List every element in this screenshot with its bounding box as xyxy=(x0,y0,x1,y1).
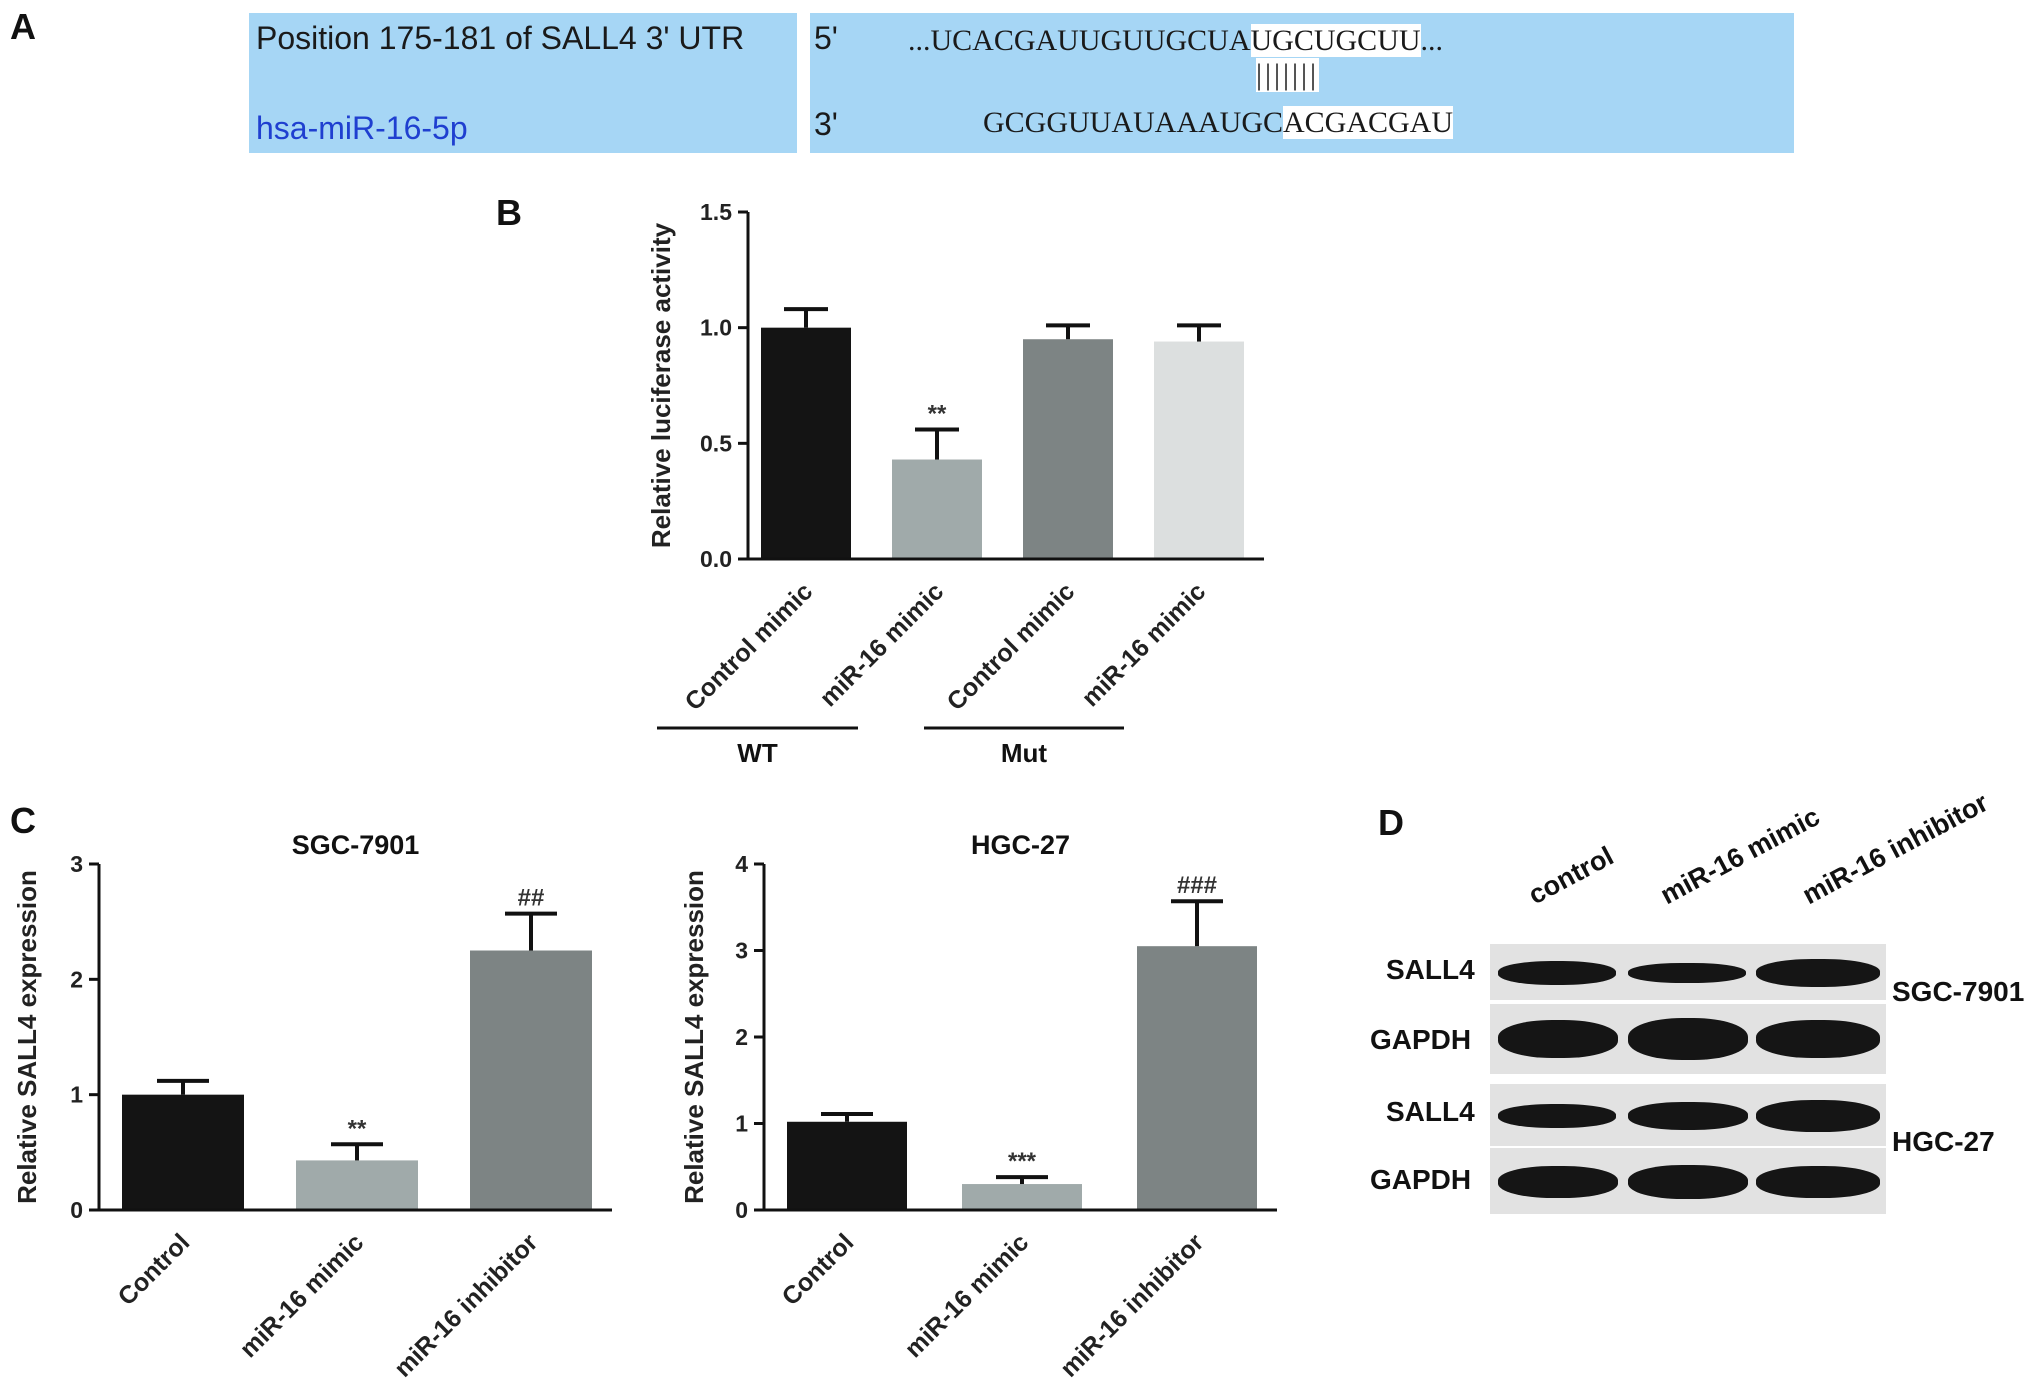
blot-band xyxy=(1756,1166,1880,1198)
chart-bar xyxy=(122,1094,244,1210)
x-tick-label: miR-16 mimic xyxy=(814,577,949,712)
y-tick-label: 0 xyxy=(735,1197,748,1223)
y-axis-label: Relative SALL4 expression xyxy=(679,870,709,1204)
chart-bar xyxy=(470,950,592,1210)
significance-annotation: ### xyxy=(1177,872,1217,899)
y-tick-label: 0.5 xyxy=(700,430,732,456)
blot-band xyxy=(1628,963,1746,983)
blot-band xyxy=(1756,959,1880,987)
blot-cell-line-sgc7901: SGC-7901 xyxy=(1892,976,2025,1007)
significance-annotation: *** xyxy=(1008,1148,1037,1175)
group-label: Mut xyxy=(1001,738,1048,768)
x-tick-label: miR-16 inhibitor xyxy=(389,1228,544,1383)
y-axis-label: Relative SALL4 expression xyxy=(12,870,42,1204)
y-tick-label: 0 xyxy=(70,1197,83,1223)
blot-band xyxy=(1498,961,1616,985)
blot-row-label-sall4-sgc7901: SALL4 xyxy=(1386,954,1475,985)
blot-row-label-gapdh-hgc27: GAPDH xyxy=(1370,1164,1472,1195)
blot-strip-gapdh-hgc27 xyxy=(1490,1148,1886,1214)
x-tick-label: miR-16 inhibitor xyxy=(1055,1228,1210,1383)
chart-bar xyxy=(296,1160,418,1210)
panel-letter-a: A xyxy=(10,6,36,47)
significance-annotation: ** xyxy=(348,1115,367,1142)
chart-bar xyxy=(1023,339,1113,559)
y-tick-label: 2 xyxy=(735,1024,748,1050)
x-tick-label: miR-16 mimic xyxy=(899,1228,1034,1363)
panel-letter-c: C xyxy=(10,800,36,841)
chart-title: HGC-27 xyxy=(971,830,1070,860)
blot-row-label-gapdh-sgc7901: GAPDH xyxy=(1370,1024,1472,1055)
significance-annotation: ## xyxy=(518,885,545,912)
chart-bar xyxy=(892,459,982,559)
x-tick-label: Control xyxy=(113,1228,196,1311)
utr-sequence: ...UCACGAUUGUUGCUAUGCUGCUU... xyxy=(908,24,1443,58)
x-tick-label: miR-16 mimic xyxy=(234,1228,369,1363)
mirna-name-label: hsa-miR-16-5p xyxy=(256,110,468,146)
y-tick-label: 3 xyxy=(70,851,83,877)
blot-row-label-sall4-hgc27: SALL4 xyxy=(1386,1096,1475,1127)
y-tick-label: 0.0 xyxy=(700,546,732,572)
base-pairing-lines: ||||||| xyxy=(1256,58,1320,92)
blot-band xyxy=(1498,1104,1616,1128)
blot-band xyxy=(1756,1020,1880,1058)
blot-band xyxy=(1498,1020,1618,1058)
y-tick-label: 1 xyxy=(735,1111,748,1137)
blot-band xyxy=(1628,1102,1748,1130)
blot-band xyxy=(1756,1100,1880,1132)
mirna-seed-region: ACGACGAU xyxy=(1283,106,1454,139)
y-tick-label: 2 xyxy=(70,966,83,992)
x-tick-label: Control xyxy=(777,1228,860,1311)
x-tick-label: miR-16 mimic xyxy=(1076,577,1211,712)
y-tick-label: 1 xyxy=(70,1082,83,1108)
mirna-sequence-prefix: GCGGUUAUAAAUGC xyxy=(983,106,1283,139)
chart-bar xyxy=(1137,946,1257,1210)
utr-position-label: Position 175-181 of SALL4 3' UTR xyxy=(256,20,745,56)
chart-bar xyxy=(761,327,851,559)
x-tick-label: Control mimic xyxy=(680,577,819,716)
y-tick-label: 1.0 xyxy=(700,315,732,341)
blot-band xyxy=(1628,1018,1748,1060)
utr-sequence-prefix: ...UCACGAUUGUUGCUA xyxy=(908,24,1251,57)
chart-bar xyxy=(962,1184,1082,1210)
utr-five-prime-end: 5' xyxy=(814,20,838,56)
blot-band xyxy=(1498,1166,1618,1198)
utr-seed-match: UGCUGCUU xyxy=(1250,24,1421,57)
mirna-sequence: GCGGUUAUAAAUGCACGACGAU xyxy=(983,106,1454,140)
y-tick-label: 4 xyxy=(735,851,748,877)
group-label: WT xyxy=(737,738,778,768)
panel-letter-d: D xyxy=(1378,802,1404,843)
x-tick-label: Control mimic xyxy=(942,577,1081,716)
blot-strip-sall4-sgc7901 xyxy=(1490,944,1886,1000)
significance-annotation: ** xyxy=(928,400,947,427)
y-tick-label: 1.5 xyxy=(700,199,732,225)
panel-letter-b: B xyxy=(496,192,522,233)
utr-sequence-suffix: ... xyxy=(1420,24,1444,57)
chart-title: SGC-7901 xyxy=(292,830,420,860)
sequence-label-box xyxy=(249,13,797,153)
y-tick-label: 3 xyxy=(735,938,748,964)
chart-bar xyxy=(1154,341,1244,559)
y-axis-label: Relative luciferase activity xyxy=(646,222,676,548)
chart-bar xyxy=(787,1121,907,1210)
blot-band xyxy=(1628,1165,1748,1199)
blot-strip-sall4-hgc27 xyxy=(1490,1084,1886,1146)
blot-cell-line-hgc27: HGC-27 xyxy=(1892,1126,1995,1157)
mirna-three-prime-end: 3' xyxy=(814,106,838,142)
blot-strip-gapdh-sgc7901 xyxy=(1490,1004,1886,1074)
